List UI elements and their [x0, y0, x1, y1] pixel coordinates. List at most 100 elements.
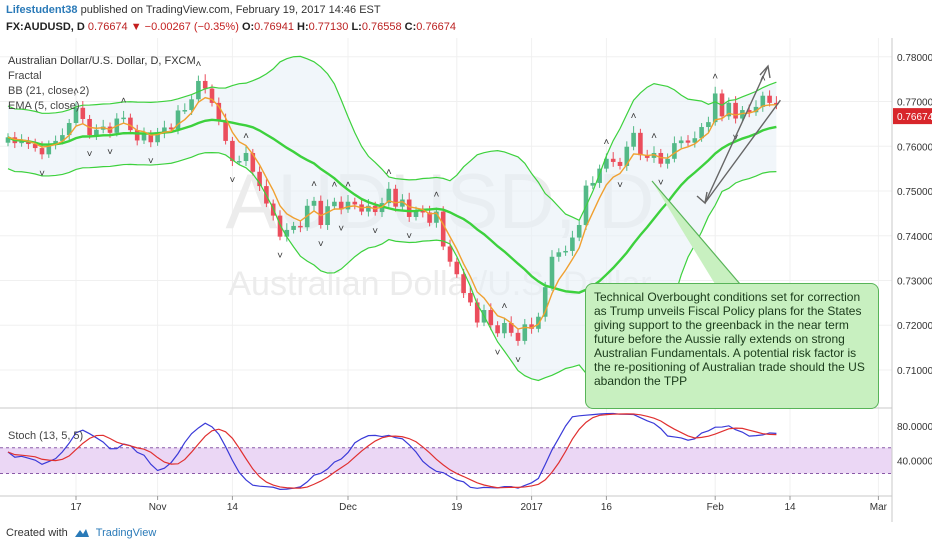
candle-body [488, 310, 494, 326]
time-tick-label: Mar [870, 502, 888, 513]
time-tick-label: 2017 [520, 502, 543, 513]
candle-body [66, 123, 72, 136]
candle [692, 131, 698, 148]
time-tick-label: 19 [451, 502, 463, 513]
candle [672, 136, 677, 163]
candle-body [209, 88, 215, 103]
candle-body [32, 144, 38, 149]
candle-body [685, 140, 691, 143]
candle-body [427, 212, 432, 223]
footer: Created with TradingView [6, 527, 156, 539]
candle-body [712, 93, 718, 123]
candle [121, 110, 126, 124]
candle-body [5, 137, 11, 143]
candle [461, 268, 466, 298]
candle-body [134, 130, 140, 141]
tradingview-logo-icon [74, 529, 89, 537]
price-chart[interactable]: AUDUSD, D Australian Dollar/U.S. Dollar … [0, 38, 932, 522]
price-tick-label: 0.72000 [897, 321, 932, 332]
candle-body [420, 210, 426, 213]
candle-body [73, 107, 79, 124]
candle-body [597, 168, 602, 183]
stochastic-pane [0, 412, 892, 490]
candle [495, 321, 500, 337]
candle-body [624, 146, 630, 166]
candle [162, 120, 167, 139]
oscillator-axis: 80.0000 40.0000 [897, 422, 932, 467]
candle-body [400, 199, 405, 207]
candle-body [604, 158, 609, 169]
tradingview-link[interactable]: TradingView [95, 527, 157, 539]
candle [53, 135, 58, 150]
bb-upper-line [7, 55, 777, 222]
candle [393, 184, 398, 212]
fractal-up-icon: ˄ [501, 301, 507, 312]
fractal-down-icon: ˅ [495, 347, 501, 358]
candle [413, 206, 419, 221]
candle-body [94, 129, 99, 136]
candle-body [39, 148, 45, 155]
candle [5, 133, 11, 147]
candle [182, 103, 188, 115]
created-with: Created with [6, 527, 68, 539]
time-tick-label: 16 [601, 502, 613, 513]
candle [94, 124, 99, 141]
candle [134, 124, 140, 146]
candle [46, 140, 52, 158]
candle-body [549, 256, 555, 288]
candle [624, 141, 630, 171]
candle-body [760, 95, 766, 107]
fractal-down-icon: ˅ [338, 223, 344, 234]
candle [529, 317, 534, 334]
candle [454, 257, 460, 278]
candle-body [774, 102, 779, 105]
candle-body [515, 332, 521, 341]
time-tick-label: 14 [784, 502, 796, 513]
candle-body [556, 252, 562, 257]
fractal-down-icon: ˅ [87, 149, 93, 160]
fractals: ˅ ˄ ˅ ˅ ˄ ˅ ˄ ˅ ˄ ˅ ˄ ˅ ˄ ˅ ˄ ˅ ˄ ˅ ˄ ˅ ˄ ˅ ˄ ˅ ˄ ˄ ˅ ˄ ˅ ˄ [39, 59, 766, 366]
candle-body [590, 182, 596, 186]
candle-body [570, 237, 575, 251]
fractal-down-icon: ˅ [617, 180, 623, 191]
candle-body [19, 140, 24, 144]
legend-stoch[interactable]: Stoch (13, 5, 5) [8, 430, 83, 442]
candle-body [236, 161, 242, 163]
candle-body [352, 201, 358, 205]
arrowhead-icon [696, 191, 708, 205]
candle-body [733, 102, 738, 119]
legend-fractal[interactable]: Fractal [8, 70, 42, 82]
chart-area[interactable]: AUDUSD, D Australian Dollar/U.S. Dollar … [0, 38, 932, 522]
candle-body [454, 261, 460, 275]
candle-body [644, 155, 650, 158]
candle [345, 195, 351, 213]
fractal-up-icon: ˄ [195, 59, 201, 70]
candle-body [325, 206, 330, 226]
candle [434, 207, 439, 228]
time-tick-label: Feb [707, 502, 725, 513]
legend-ema[interactable]: EMA (5, close) [8, 100, 80, 112]
candle [236, 155, 242, 165]
candle [556, 248, 562, 262]
candle-body [338, 201, 344, 210]
candle-body [753, 106, 759, 113]
candle [202, 74, 208, 94]
author-link[interactable]: Lifestudent38 [6, 4, 78, 16]
candle-body [182, 110, 188, 112]
candle-body [522, 324, 528, 341]
candle [706, 116, 711, 132]
fractal-down-icon: ˅ [229, 175, 235, 186]
fractal-down-icon: ˅ [733, 133, 739, 144]
legend-bb[interactable]: BB (21, close, 2) [8, 85, 89, 97]
candle [352, 197, 358, 210]
time-axis: 17Nov14Dec19201716Feb14Mar20Apr [70, 496, 888, 513]
candle-body [277, 215, 283, 237]
candle-body [434, 211, 439, 223]
candle-body [542, 287, 548, 317]
price-tick-label: 0.75000 [897, 187, 932, 198]
candle [128, 113, 133, 134]
candle [760, 91, 766, 112]
candle [570, 230, 575, 256]
bollinger-fill [8, 56, 777, 396]
publish-info: published on TradingView.com, February 1… [80, 4, 381, 16]
